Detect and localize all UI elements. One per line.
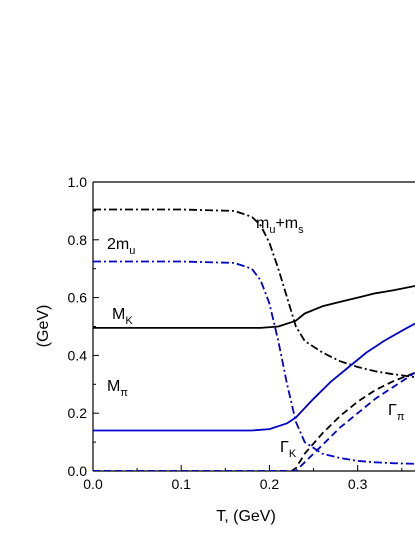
series-line-mpi (93, 322, 415, 432)
y-tick-label: 1.0 (68, 174, 88, 190)
y-tick-label: 0.8 (68, 232, 88, 248)
y-tick-label: 0.4 (68, 347, 88, 363)
axes (92, 181, 415, 472)
label-gamma-k: ΓK (280, 439, 297, 460)
series-line-gammak (93, 371, 415, 471)
series-line-gammapi (93, 371, 415, 471)
y-axis-title: (GeV) (35, 305, 52, 348)
label-gamma-pi: Γπ (388, 402, 405, 423)
label-mk: MK (112, 306, 133, 327)
x-tick-label: 0.3 (348, 476, 368, 492)
series-line-2mu (93, 260, 415, 465)
series-line-mu-ms (93, 208, 415, 378)
y-tick-label: 0.2 (68, 405, 88, 421)
label-2mu: 2mu (107, 236, 135, 257)
x-axis-title: T, (GeV) (216, 508, 276, 525)
label-mu-ms: mu+ms (256, 215, 304, 236)
series-layer (93, 208, 415, 471)
y-tick-label: 0.6 (68, 290, 88, 306)
label-mpi: Mπ (107, 378, 128, 399)
x-tick-label: 0.2 (260, 476, 280, 492)
x-ticks: 0.0 0.1 0.2 0.3 (83, 465, 403, 492)
y-ticks: 0.0 0.2 0.4 0.6 0.8 1.0 (68, 174, 99, 479)
series-line-mk (93, 285, 415, 329)
x-tick-label: 0.0 (83, 476, 103, 492)
x-tick-label: 0.1 (171, 476, 191, 492)
y-tick-label: 0.0 (68, 463, 88, 479)
